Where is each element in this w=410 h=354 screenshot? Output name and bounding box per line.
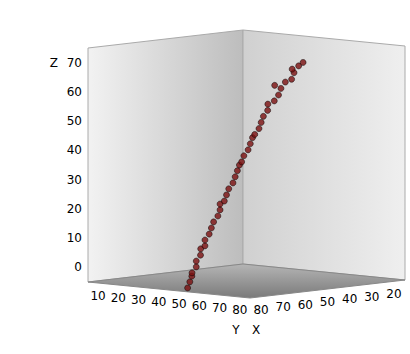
svg-text:20: 20 [67, 202, 82, 216]
svg-text:30: 30 [131, 293, 146, 307]
svg-text:60: 60 [298, 298, 313, 312]
svg-text:X: X [252, 323, 260, 337]
svg-text:20: 20 [111, 291, 126, 305]
svg-text:40: 40 [151, 295, 166, 309]
svg-text:20: 20 [386, 287, 401, 301]
svg-text:50: 50 [320, 295, 335, 309]
svg-text:50: 50 [171, 297, 186, 311]
svg-text:0: 0 [74, 260, 82, 274]
svg-text:30: 30 [364, 290, 379, 304]
svg-text:40: 40 [342, 292, 357, 306]
svg-text:70: 70 [212, 301, 227, 315]
svg-text:70: 70 [276, 300, 291, 314]
svg-text:60: 60 [67, 85, 82, 99]
svg-text:70: 70 [67, 56, 82, 70]
svg-text:30: 30 [67, 173, 82, 187]
svg-text:Y: Y [231, 323, 240, 337]
svg-text:80: 80 [253, 303, 268, 317]
svg-text:10: 10 [90, 289, 105, 303]
svg-text:60: 60 [192, 299, 207, 313]
svg-text:40: 40 [67, 143, 82, 157]
svg-text:80: 80 [232, 303, 247, 317]
svg-text:50: 50 [67, 114, 82, 128]
svg-text:10: 10 [67, 231, 82, 245]
svg-text:Z: Z [50, 56, 58, 70]
